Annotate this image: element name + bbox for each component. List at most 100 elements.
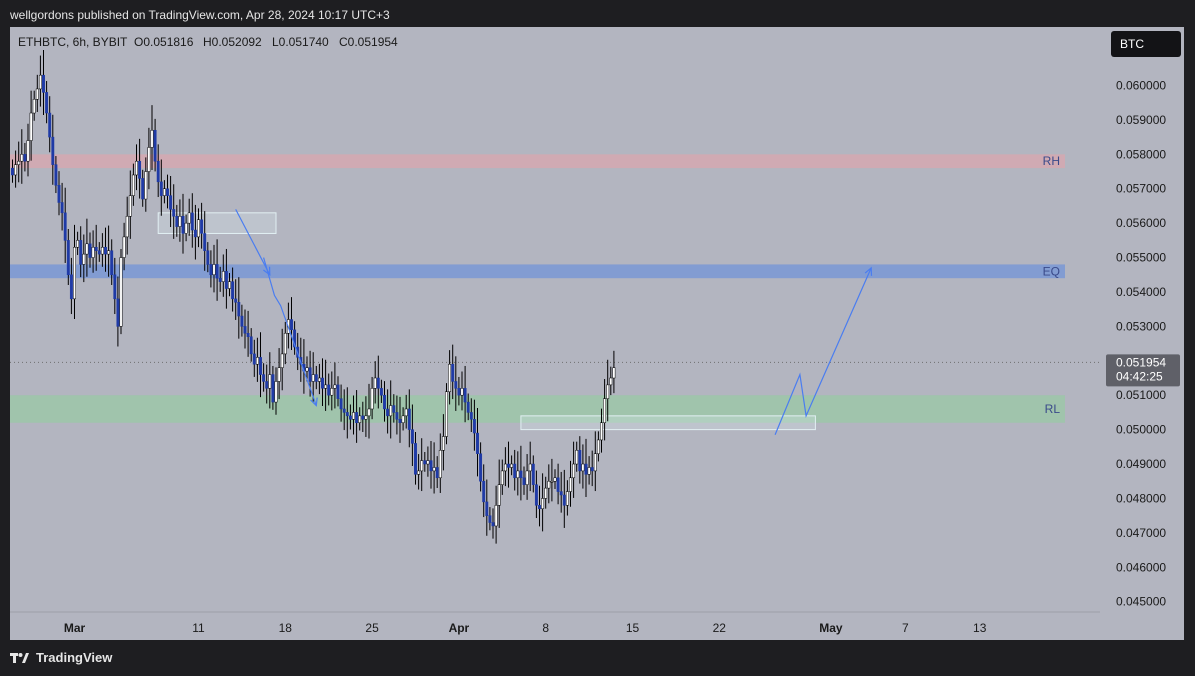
candle-up xyxy=(516,470,520,479)
candle-up xyxy=(401,415,405,423)
candle-down xyxy=(482,480,486,503)
time-tick-label: May xyxy=(819,621,843,635)
candles-layer xyxy=(11,50,616,544)
time-tick-label: 15 xyxy=(626,621,640,635)
tradingview-logo-icon xyxy=(10,652,29,663)
candle-down xyxy=(243,326,247,334)
candle-up xyxy=(38,74,42,90)
candle-up xyxy=(603,398,607,423)
candle-up xyxy=(575,450,579,465)
candle-down xyxy=(293,329,297,348)
candle-down xyxy=(113,274,117,300)
price-tick-label: 0.047000 xyxy=(1116,526,1166,540)
candle-up xyxy=(283,333,287,355)
zone-label-eq: EQ xyxy=(1043,264,1060,278)
candle-down xyxy=(507,463,510,468)
currency-badge[interactable]: BTC xyxy=(1111,31,1181,57)
candle-up xyxy=(85,243,89,255)
candle-up xyxy=(73,246,76,300)
candle-down xyxy=(556,477,560,492)
legend-symbol: ETHBTC, 6h, BYBIT xyxy=(18,35,128,49)
time-tick-label: 18 xyxy=(279,621,293,635)
candle-down xyxy=(534,484,538,506)
candle-down xyxy=(513,463,517,479)
candle-up xyxy=(119,257,123,327)
candle-up xyxy=(144,171,148,200)
candle-down xyxy=(175,216,179,227)
tradingview-footer[interactable]: TradingView xyxy=(10,650,112,665)
candle-down xyxy=(476,432,479,454)
candle-down xyxy=(410,429,414,444)
candle-down xyxy=(54,164,58,186)
zone-rh xyxy=(10,154,1065,169)
candle-down xyxy=(466,401,470,413)
candle-up xyxy=(29,112,33,141)
candle-up xyxy=(448,363,452,393)
legend-open: O0.051816 xyxy=(134,35,194,49)
candle-down xyxy=(63,212,67,241)
price-tick-label: 0.051000 xyxy=(1116,388,1166,402)
candle-down xyxy=(224,271,228,289)
candle-up xyxy=(503,463,507,472)
candle-up xyxy=(404,408,408,417)
candle-up xyxy=(420,460,424,472)
candle-down xyxy=(342,408,346,413)
candle-up xyxy=(373,377,377,389)
candle-up xyxy=(268,374,272,389)
candle-down xyxy=(321,377,324,389)
candle-down xyxy=(336,384,340,399)
zone-rl xyxy=(10,395,1065,423)
candle-up xyxy=(432,467,436,472)
candle-down xyxy=(327,384,331,396)
time-axis[interactable]: Mar 11 18 25 Apr 8 15 22 May 7 13 xyxy=(10,611,1100,635)
candle-down xyxy=(66,240,70,276)
price-tick-label: 0.057000 xyxy=(1116,182,1166,196)
currency-badge-bg xyxy=(1111,31,1181,57)
candle-up xyxy=(212,264,216,276)
candle-up xyxy=(14,164,18,176)
candle-down xyxy=(231,281,235,300)
price-tick-label: 0.058000 xyxy=(1116,147,1166,161)
candle-up xyxy=(187,212,191,224)
candle-up xyxy=(330,388,334,396)
candle-down xyxy=(457,388,461,396)
candle-down xyxy=(252,353,256,365)
candle-up xyxy=(565,491,569,506)
candle-down xyxy=(429,460,433,472)
candle-down xyxy=(386,408,390,417)
candle-down xyxy=(345,412,349,417)
price-tick-label: 0.059000 xyxy=(1116,113,1166,127)
candle-down xyxy=(79,240,83,265)
candle-up xyxy=(131,174,135,196)
marked-box-0 xyxy=(157,212,277,234)
candle-down xyxy=(488,515,492,523)
candle-down xyxy=(51,136,55,165)
time-tick-label: 7 xyxy=(902,621,909,635)
candle-down xyxy=(48,112,52,138)
candle-down xyxy=(240,315,244,327)
candle-down xyxy=(559,491,563,496)
candle-up xyxy=(128,195,132,217)
candle-up xyxy=(553,477,557,482)
candle-down xyxy=(479,453,483,482)
candle-up xyxy=(541,498,545,510)
candle-down xyxy=(435,467,439,479)
price-axis[interactable]: 0.0610000.0600000.0590000.0580000.057000… xyxy=(1116,44,1166,609)
candle-down xyxy=(314,374,318,382)
candle-down xyxy=(169,195,173,210)
price-tick-label: 0.045000 xyxy=(1116,595,1166,609)
candle-up xyxy=(76,240,80,248)
candle-down xyxy=(376,377,380,389)
price-tick-label: 0.053000 xyxy=(1116,319,1166,333)
candle-down xyxy=(290,319,293,331)
candle-down xyxy=(246,333,250,337)
time-tick-label: 11 xyxy=(192,621,205,635)
candle-down xyxy=(414,443,417,475)
candle-up xyxy=(82,253,86,265)
candle-down xyxy=(11,167,14,176)
candle-up xyxy=(569,477,572,492)
candle-down xyxy=(156,160,160,183)
price-tick-label: 0.049000 xyxy=(1116,457,1166,471)
candle-up xyxy=(162,188,166,196)
